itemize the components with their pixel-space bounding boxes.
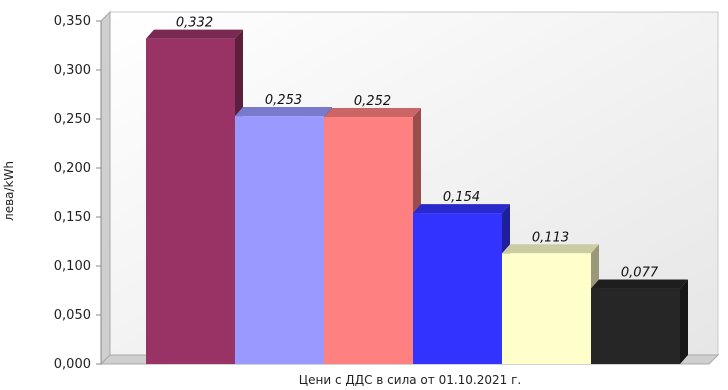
bar-top-face [146, 29, 243, 39]
bar [146, 29, 243, 364]
y-tick-label: 0,150 [54, 210, 91, 225]
y-tick-label: 0,300 [54, 63, 91, 78]
data-label: 0,113 [532, 230, 569, 245]
x-axis-title: Цени с ДДС в сила от 01.10.2021 г. [299, 373, 521, 387]
bar-top-face [235, 107, 332, 117]
y-tick-label: 0,350 [54, 14, 91, 29]
y-tick-label: 0,050 [54, 308, 91, 323]
bar [324, 108, 421, 364]
data-labels-group: 0,332 0,253 0,252 0,154 0,113 0,077 [176, 16, 659, 281]
bar-front-face [146, 38, 235, 364]
bar-front-face [502, 253, 591, 364]
y-axis-ticks: 0,000 0,050 0,100 0,150 0,200 0,250 0,300 0,350 [54, 14, 101, 372]
y-tick-label: 0,100 [54, 259, 91, 274]
data-label: 0,154 [443, 190, 480, 205]
bar-front-face [591, 288, 680, 364]
y-axis-title: лева/kWh [2, 161, 16, 221]
y-tick-label: 0,000 [54, 357, 91, 372]
bar [502, 244, 599, 364]
bar [591, 279, 688, 364]
data-label: 0,332 [176, 16, 213, 31]
bars-group [146, 29, 688, 364]
bar [413, 204, 510, 364]
bar-front-face [324, 117, 413, 364]
data-label: 0,077 [621, 266, 659, 281]
y-tick-label: 0,250 [54, 112, 91, 127]
bar-top-face [413, 204, 510, 214]
bar-top-face [324, 108, 421, 118]
bar-top-face [502, 244, 599, 254]
bar-side-face [680, 279, 688, 364]
bar-front-face [413, 213, 502, 364]
data-label: 0,253 [265, 93, 302, 108]
y-tick-label: 0,200 [54, 161, 91, 176]
data-label: 0,252 [354, 94, 391, 109]
chart-side-wall [100, 10, 111, 366]
bar [235, 107, 332, 364]
bar-front-face [235, 116, 324, 364]
bar-top-face [591, 279, 688, 289]
